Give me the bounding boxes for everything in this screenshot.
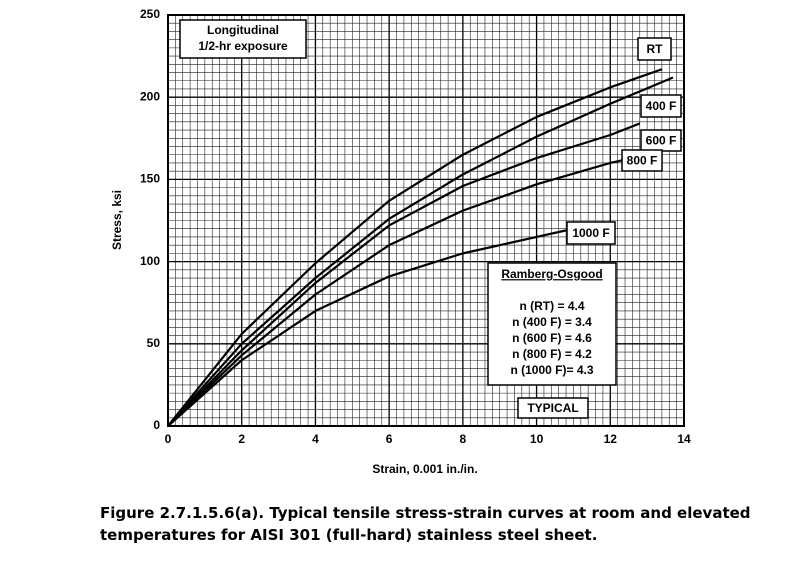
series-label: 400 F: [646, 99, 677, 113]
x-tick-label: 14: [677, 432, 691, 446]
series-label: RT: [647, 42, 664, 56]
annotation: TYPICAL: [527, 401, 578, 415]
label-box: [640, 94, 682, 118]
label-box: [566, 221, 616, 245]
series-label: 1000 F: [572, 226, 609, 240]
x-tick-label: 10: [530, 432, 544, 446]
y-tick-label: 50: [147, 336, 161, 350]
x-axis-label: Strain, 0.001 in./in.: [372, 462, 477, 476]
curve: [167, 76, 674, 427]
label-box: [621, 149, 663, 172]
label-box: [487, 262, 617, 386]
series-label: 600 F: [646, 134, 677, 148]
y-tick-label: 250: [140, 7, 160, 21]
x-tick-label: 2: [238, 432, 245, 446]
y-tick-label: 0: [153, 418, 160, 432]
curve: [167, 68, 663, 427]
x-tick-label: 0: [165, 432, 172, 446]
label-box: [637, 37, 672, 61]
x-tick-label: 6: [386, 432, 393, 446]
label-box: [517, 397, 589, 419]
y-tick-label: 200: [140, 89, 160, 103]
plot-frame: [167, 14, 685, 427]
y-axis-label: Stress, ksi: [110, 190, 124, 250]
curve: [167, 229, 567, 427]
y-tick-label: 100: [140, 254, 160, 268]
annotation: 1/2-hr exposure: [198, 39, 288, 53]
annotation: n (RT) = 4.4: [519, 299, 584, 313]
label-box: [179, 19, 307, 59]
curve: [167, 122, 641, 427]
annotation: n (600 F) = 4.6: [512, 331, 592, 345]
x-tick-label: 4: [312, 432, 319, 446]
y-tick-label: 150: [140, 172, 160, 186]
caption: Figure 2.7.1.5.6(a). Typical tensile str…: [100, 504, 751, 522]
series-label: 800 F: [627, 154, 658, 168]
annotation: n (400 F) = 3.4: [512, 315, 592, 329]
annotation: n (1000 F)= 4.3: [510, 363, 593, 377]
x-tick-label: 12: [604, 432, 618, 446]
annotation: n (800 F) = 4.2: [512, 347, 592, 361]
annotation-title: Ramberg-Osgood: [501, 267, 602, 281]
curve: [167, 158, 626, 427]
x-tick-label: 8: [460, 432, 467, 446]
annotation: Longitudinal: [207, 23, 279, 37]
caption: temperatures for AISI 301 (full-hard) st…: [100, 526, 597, 544]
